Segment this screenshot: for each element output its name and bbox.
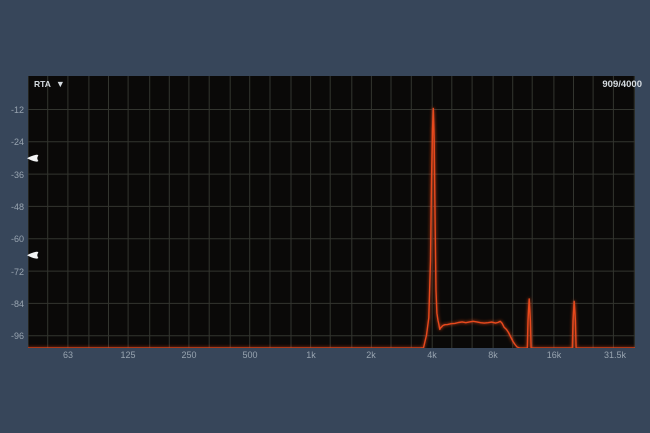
svg-text:-48: -48 bbox=[11, 202, 24, 212]
svg-text:-84: -84 bbox=[11, 299, 24, 309]
svg-text:-72: -72 bbox=[11, 267, 24, 277]
svg-text:63: 63 bbox=[63, 350, 73, 360]
svg-text:31.5k: 31.5k bbox=[604, 350, 627, 360]
svg-text:-96: -96 bbox=[11, 331, 24, 341]
svg-text:2k: 2k bbox=[366, 350, 376, 360]
svg-text:250: 250 bbox=[181, 350, 196, 360]
svg-text:-60: -60 bbox=[11, 234, 24, 244]
svg-text:4k: 4k bbox=[427, 350, 437, 360]
svg-text:125: 125 bbox=[120, 350, 135, 360]
svg-text:-12: -12 bbox=[11, 105, 24, 115]
svg-text:1k: 1k bbox=[306, 350, 316, 360]
svg-text:16k: 16k bbox=[547, 350, 562, 360]
svg-text:500: 500 bbox=[242, 350, 257, 360]
svg-text:8k: 8k bbox=[488, 350, 498, 360]
svg-text:-36: -36 bbox=[11, 170, 24, 180]
svg-text:-24: -24 bbox=[11, 137, 24, 147]
